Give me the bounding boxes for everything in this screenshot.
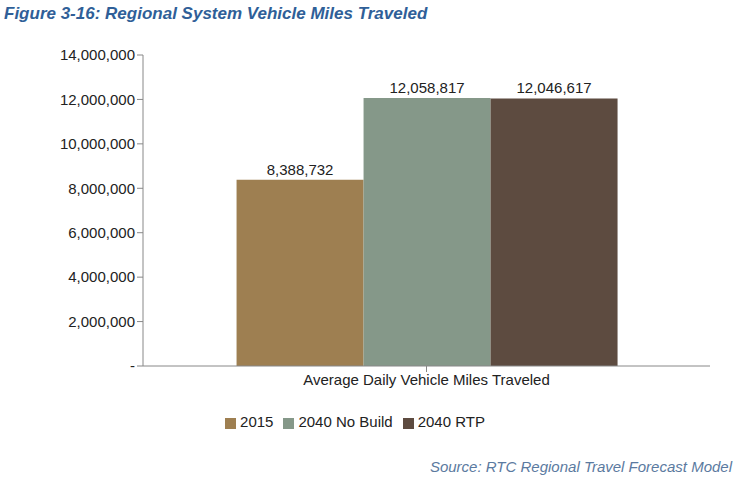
svg-text:6,000,000: 6,000,000 <box>68 224 135 241</box>
svg-text:8,388,732: 8,388,732 <box>267 161 334 178</box>
svg-text:4,000,000: 4,000,000 <box>68 268 135 285</box>
svg-text:12,058,817: 12,058,817 <box>390 79 465 96</box>
svg-text:12,046,617: 12,046,617 <box>517 79 592 96</box>
html-text:Source: RTC Regional Travel Fo: Source: RTC Regional Travel Forecast Mod… <box>429 458 732 475</box>
svg-text:14,000,000: 14,000,000 <box>60 46 135 63</box>
html-text:2040 RTP: 2040 RTP <box>417 413 485 430</box>
svg-text:8,000,000: 8,000,000 <box>68 180 135 197</box>
svg-text:12,000,000: 12,000,000 <box>60 91 135 108</box>
html-text:2015: 2015 <box>240 413 274 430</box>
html-text:2040 No Build: 2040 No Build <box>298 413 393 430</box>
svg-text:-: - <box>130 357 135 374</box>
svg-text:10,000,000: 10,000,000 <box>60 135 135 152</box>
html-text:Figure 3-16: Regional System V: Figure 3-16: Regional System Vehicle Mil… <box>4 4 428 23</box>
svg-text:2,000,000: 2,000,000 <box>68 313 135 330</box>
svg-text:Average Daily Vehicle Miles Tr: Average Daily Vehicle Miles Traveled <box>303 371 550 388</box>
